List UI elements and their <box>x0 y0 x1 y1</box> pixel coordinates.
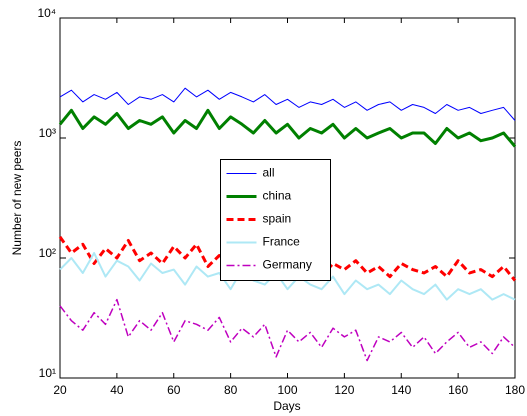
x-tick-label: 20 <box>53 383 67 397</box>
y-axis-label: Number of new peers <box>10 141 24 256</box>
y-tick-label: 10³ <box>39 126 56 140</box>
legend-label: china <box>263 189 292 203</box>
x-tick-label: 80 <box>224 383 238 397</box>
series-line <box>59 298 516 362</box>
y-tick-label: 10² <box>39 246 56 260</box>
series-line <box>58 108 517 148</box>
y-tick-label: 10¹ <box>39 366 56 380</box>
series-line <box>59 252 516 301</box>
x-tick-label: 120 <box>334 383 354 397</box>
x-tick-label: 60 <box>167 383 181 397</box>
y-tick-label: 10⁴ <box>37 6 56 20</box>
legend-label: spain <box>263 212 292 226</box>
x-tick-label: 160 <box>448 383 468 397</box>
x-tick-label: 140 <box>391 383 411 397</box>
legend-label: all <box>263 166 275 180</box>
x-tick-label: 180 <box>505 383 525 397</box>
x-tick-label: 40 <box>110 383 124 397</box>
series-line <box>59 87 516 121</box>
x-axis-label: Days <box>273 399 300 413</box>
legend-label: Germany <box>263 258 312 272</box>
legend-box <box>220 159 331 281</box>
legend-label: France <box>263 235 301 249</box>
x-tick-label: 100 <box>277 383 297 397</box>
